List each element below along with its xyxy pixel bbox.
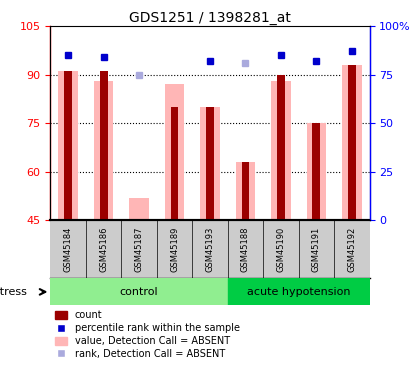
Text: GSM45187: GSM45187 xyxy=(134,226,144,272)
Text: GSM45189: GSM45189 xyxy=(170,226,179,272)
Text: GSM45186: GSM45186 xyxy=(99,226,108,272)
Bar xyxy=(200,107,220,220)
FancyBboxPatch shape xyxy=(228,278,370,306)
Text: GSM45192: GSM45192 xyxy=(347,226,356,272)
Bar xyxy=(271,81,291,220)
Text: stress: stress xyxy=(0,287,27,297)
Bar xyxy=(94,81,113,220)
Bar xyxy=(100,72,108,220)
Text: GSM45184: GSM45184 xyxy=(64,226,73,272)
Bar xyxy=(348,65,356,220)
Bar xyxy=(129,198,149,220)
Text: control: control xyxy=(120,287,158,297)
Bar xyxy=(241,162,249,220)
Bar xyxy=(165,84,184,220)
Bar xyxy=(277,75,285,220)
Bar xyxy=(236,162,255,220)
FancyBboxPatch shape xyxy=(50,278,228,306)
Text: acute hypotension: acute hypotension xyxy=(247,287,350,297)
Text: GSM45191: GSM45191 xyxy=(312,226,321,272)
Text: GSM45188: GSM45188 xyxy=(241,226,250,272)
Text: GSM45193: GSM45193 xyxy=(205,226,215,272)
Bar xyxy=(171,107,178,220)
Legend: count, percentile rank within the sample, value, Detection Call = ABSENT, rank, : count, percentile rank within the sample… xyxy=(55,310,240,359)
Bar xyxy=(64,72,72,220)
Bar xyxy=(58,72,78,220)
Bar xyxy=(312,123,320,220)
Bar xyxy=(206,107,214,220)
Bar xyxy=(307,123,326,220)
Bar xyxy=(342,65,362,220)
Text: GSM45190: GSM45190 xyxy=(276,226,286,272)
Title: GDS1251 / 1398281_at: GDS1251 / 1398281_at xyxy=(129,11,291,25)
